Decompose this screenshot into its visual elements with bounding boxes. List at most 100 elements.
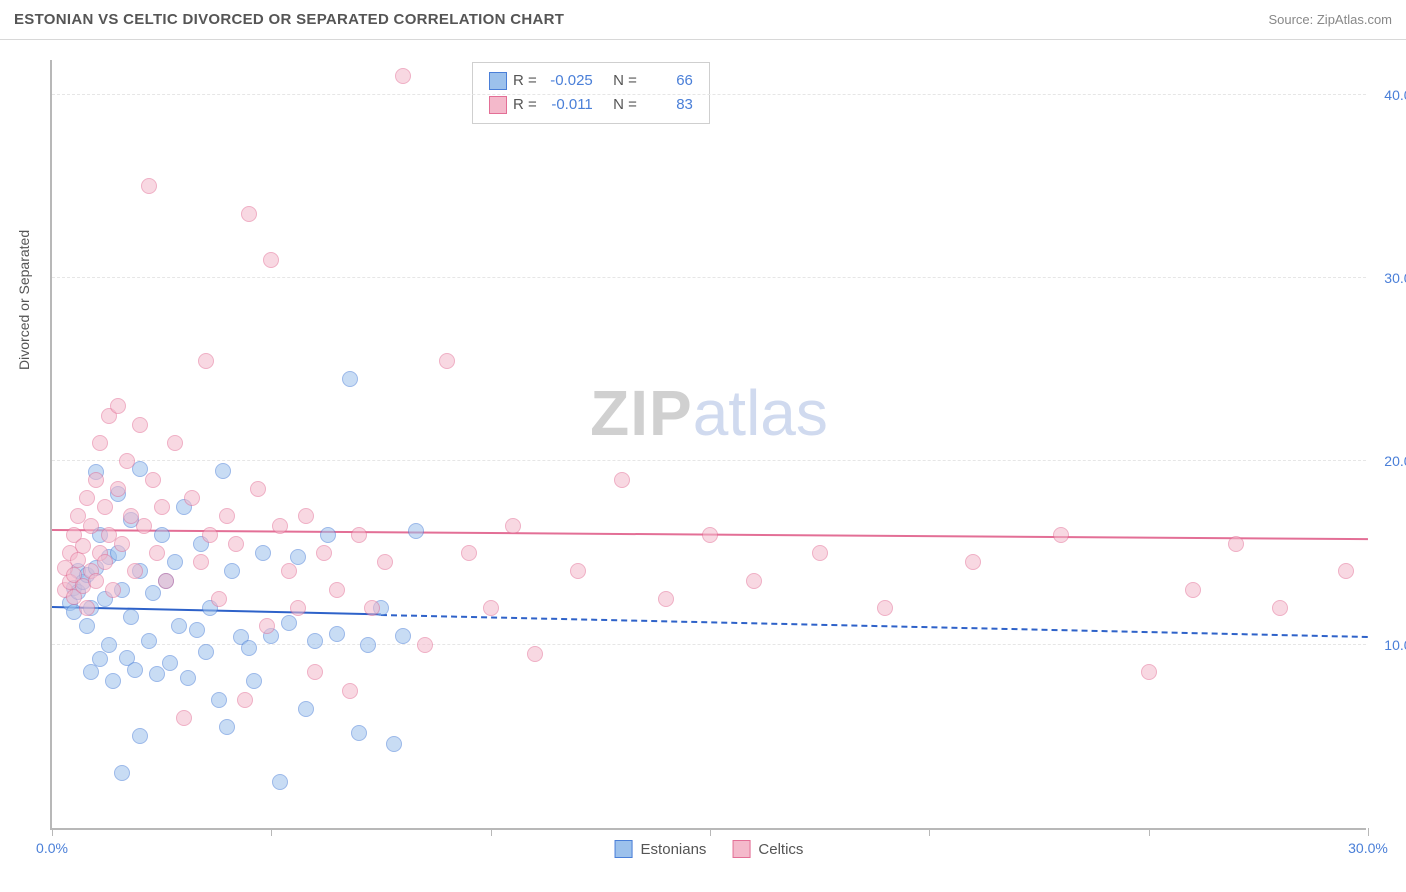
data-point bbox=[141, 633, 157, 649]
data-point bbox=[263, 252, 279, 268]
stat-r-estonians: -0.025 bbox=[543, 69, 593, 93]
data-point bbox=[342, 683, 358, 699]
x-tick-label: 0.0% bbox=[36, 840, 68, 856]
data-point bbox=[505, 518, 521, 534]
data-point bbox=[658, 591, 674, 607]
data-point bbox=[167, 435, 183, 451]
data-point bbox=[360, 637, 376, 653]
data-point bbox=[246, 673, 262, 689]
x-tick bbox=[271, 828, 272, 836]
data-point bbox=[461, 545, 477, 561]
x-tick-label: 30.0% bbox=[1348, 840, 1388, 856]
data-point bbox=[351, 527, 367, 543]
stats-row-celtics: R = -0.011 N = 83 bbox=[489, 93, 693, 117]
data-point bbox=[97, 554, 113, 570]
data-point bbox=[132, 728, 148, 744]
data-point bbox=[101, 637, 117, 653]
data-point bbox=[329, 582, 345, 598]
x-tick bbox=[929, 828, 930, 836]
data-point bbox=[1053, 527, 1069, 543]
data-point bbox=[746, 573, 762, 589]
data-point bbox=[351, 725, 367, 741]
data-point bbox=[189, 622, 205, 638]
data-point bbox=[167, 554, 183, 570]
x-tick bbox=[710, 828, 711, 836]
x-tick bbox=[1149, 828, 1150, 836]
data-point bbox=[219, 719, 235, 735]
data-point bbox=[141, 178, 157, 194]
data-point bbox=[110, 481, 126, 497]
data-point bbox=[298, 701, 314, 717]
data-point bbox=[408, 523, 424, 539]
data-point bbox=[342, 371, 358, 387]
data-point bbox=[417, 637, 433, 653]
swatch-celtics bbox=[489, 96, 507, 114]
data-point bbox=[149, 666, 165, 682]
data-point bbox=[1338, 563, 1354, 579]
data-point bbox=[281, 615, 297, 631]
chart-header: ESTONIAN VS CELTIC DIVORCED OR SEPARATED… bbox=[0, 0, 1406, 40]
y-tick-label: 20.0% bbox=[1384, 453, 1406, 469]
plot-area: ZIPatlas R = -0.025 N = 66 R = -0.011 N … bbox=[50, 60, 1366, 830]
data-point bbox=[965, 554, 981, 570]
data-point bbox=[1228, 536, 1244, 552]
data-point bbox=[439, 353, 455, 369]
data-point bbox=[123, 609, 139, 625]
data-point bbox=[154, 499, 170, 515]
data-point bbox=[92, 435, 108, 451]
data-point bbox=[83, 518, 99, 534]
data-point bbox=[241, 206, 257, 222]
data-point bbox=[527, 646, 543, 662]
data-point bbox=[250, 481, 266, 497]
data-point bbox=[184, 490, 200, 506]
y-axis-label: Divorced or Separated bbox=[16, 230, 32, 370]
data-point bbox=[259, 618, 275, 634]
data-point bbox=[193, 554, 209, 570]
stats-row-estonians: R = -0.025 N = 66 bbox=[489, 69, 693, 93]
source-attribution: Source: ZipAtlas.com bbox=[1268, 12, 1392, 27]
data-point bbox=[377, 554, 393, 570]
data-point bbox=[272, 774, 288, 790]
chart-title: ESTONIAN VS CELTIC DIVORCED OR SEPARATED… bbox=[14, 11, 564, 28]
data-point bbox=[570, 563, 586, 579]
data-point bbox=[219, 508, 235, 524]
data-point bbox=[88, 573, 104, 589]
data-point bbox=[145, 472, 161, 488]
data-point bbox=[92, 651, 108, 667]
data-point bbox=[316, 545, 332, 561]
data-point bbox=[395, 628, 411, 644]
data-point bbox=[281, 563, 297, 579]
data-point bbox=[1272, 600, 1288, 616]
data-point bbox=[114, 536, 130, 552]
data-point bbox=[180, 670, 196, 686]
data-point bbox=[290, 549, 306, 565]
legend-label-estonians: Estonians bbox=[641, 841, 707, 858]
data-point bbox=[79, 490, 95, 506]
data-point bbox=[97, 499, 113, 515]
data-point bbox=[110, 398, 126, 414]
stat-label-n: N = bbox=[613, 69, 637, 93]
data-point bbox=[145, 585, 161, 601]
watermark-part2: atlas bbox=[693, 377, 828, 449]
data-point bbox=[364, 600, 380, 616]
legend-label-celtics: Celtics bbox=[758, 841, 803, 858]
y-tick-label: 10.0% bbox=[1384, 637, 1406, 653]
data-point bbox=[228, 536, 244, 552]
data-point bbox=[307, 664, 323, 680]
data-point bbox=[386, 736, 402, 752]
data-point bbox=[79, 600, 95, 616]
bottom-legend: Estonians Celtics bbox=[615, 840, 804, 858]
stat-n-estonians: 66 bbox=[643, 69, 693, 93]
data-point bbox=[127, 563, 143, 579]
data-point bbox=[395, 68, 411, 84]
data-point bbox=[812, 545, 828, 561]
legend-item-estonians: Estonians bbox=[615, 840, 707, 858]
data-point bbox=[154, 527, 170, 543]
y-tick-label: 30.0% bbox=[1384, 270, 1406, 286]
data-point bbox=[136, 518, 152, 534]
data-point bbox=[614, 472, 630, 488]
data-point bbox=[88, 472, 104, 488]
swatch-estonians bbox=[615, 840, 633, 858]
data-point bbox=[158, 573, 174, 589]
data-point bbox=[224, 563, 240, 579]
